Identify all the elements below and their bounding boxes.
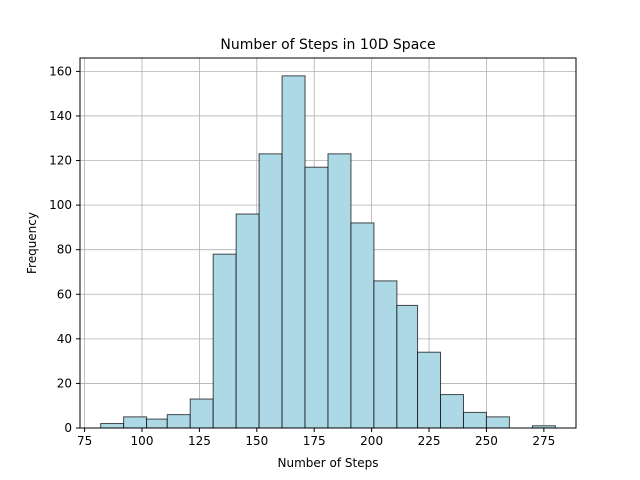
histogram-bar — [350, 222, 375, 429]
histogram-bar — [327, 153, 352, 429]
y-tick-label: 100 — [49, 198, 72, 212]
histogram-bar — [485, 416, 510, 429]
x-tick-label: 75 — [77, 434, 92, 448]
y-axis-label: Frequency — [25, 212, 39, 274]
y-tick-label: 0 — [64, 421, 72, 435]
x-tick-label: 275 — [532, 434, 555, 448]
histogram-bar — [396, 304, 419, 429]
histogram-bar — [166, 414, 191, 429]
y-tick-label: 40 — [57, 332, 72, 346]
histogram-bar — [373, 280, 398, 429]
histogram-bar — [440, 394, 464, 429]
histogram-bar — [258, 153, 283, 429]
y-tick-label: 160 — [49, 64, 72, 78]
y-tick-label: 60 — [57, 287, 72, 301]
histogram-bar — [235, 213, 260, 429]
x-axis-label: Number of Steps — [278, 456, 379, 470]
x-tick-label: 125 — [188, 434, 211, 448]
y-axis-ticks: 0 20 40 60 80 100 120 140 160 — [49, 64, 80, 435]
histogram-bar — [212, 253, 237, 429]
y-tick-label: 20 — [57, 376, 72, 390]
x-tick-label: 175 — [303, 434, 326, 448]
chart-title: Number of Steps in 10D Space — [220, 37, 435, 53]
x-tick-label: 225 — [418, 434, 441, 448]
histogram-bar — [189, 398, 214, 429]
histogram-bar — [281, 75, 306, 429]
y-tick-label: 140 — [49, 109, 72, 123]
y-tick-label: 120 — [49, 154, 72, 168]
x-tick-label: 100 — [131, 434, 154, 448]
x-tick-label: 250 — [475, 434, 498, 448]
histogram-bar — [304, 166, 329, 429]
x-axis-ticks: 75 100 125 150 175 200 225 250 275 — [77, 428, 555, 448]
histogram-bar — [417, 351, 442, 429]
x-tick-label: 200 — [360, 434, 383, 448]
plot-frame — [79, 57, 577, 429]
histogram-bar — [123, 416, 148, 429]
y-tick-label: 80 — [57, 243, 72, 257]
histogram-bar — [146, 418, 168, 429]
bars — [100, 75, 556, 429]
histogram-bar — [462, 411, 487, 429]
histogram-bar — [100, 423, 125, 429]
x-tick-label: 150 — [245, 434, 268, 448]
